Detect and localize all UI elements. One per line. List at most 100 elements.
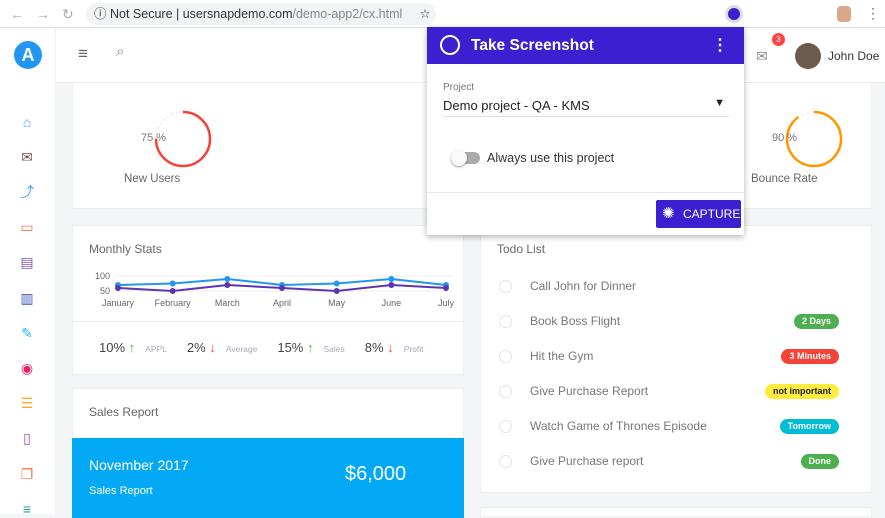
- browser-toolbar: ← → ↻ ⓘ Not Secure | usersnapdemo.com/de…: [0, 0, 885, 28]
- todo-item: Give Purchase report: [499, 451, 643, 471]
- toggle-label: Always use this project: [487, 151, 615, 165]
- todo-checkbox[interactable]: [499, 350, 512, 364]
- todo-badge: not important: [765, 384, 839, 399]
- layers-icon[interactable]: ≡: [22, 501, 32, 517]
- share-icon[interactable]: ⤴: [20, 184, 34, 200]
- x-tick-label: January: [102, 298, 135, 308]
- bounce-rate-label: Bounce Rate: [751, 173, 818, 185]
- x-tick-label: April: [273, 298, 291, 308]
- new-users-card: 75 % New Users: [72, 82, 464, 209]
- chart-icon[interactable]: ▥: [20, 290, 34, 306]
- todo-item: Book Boss Flight: [499, 311, 620, 331]
- toggle-knob: [451, 150, 467, 166]
- project-select[interactable]: Demo project - QA - KMS ▼: [443, 97, 729, 117]
- address-bar[interactable]: ⓘ Not Secure | usersnapdemo.com/demo-app…: [86, 3, 436, 25]
- data-point: [169, 280, 176, 287]
- url-host: usersnapdemo.com: [182, 7, 293, 21]
- chat-icon[interactable]: ▤: [20, 254, 34, 270]
- sales-subtitle: Sales Report: [89, 485, 153, 497]
- todo-text: Watch Game of Thrones Episode: [530, 419, 707, 433]
- todo-checkbox[interactable]: [499, 280, 512, 294]
- todo-text: Hit the Gym: [530, 349, 594, 363]
- data-point: [333, 288, 340, 294]
- menu-icon[interactable]: ⋮: [866, 5, 880, 21]
- todo-badge: 2 Days: [793, 314, 839, 329]
- monthly-stats-title: Monthly Stats: [89, 242, 162, 256]
- home-icon[interactable]: ⌂: [22, 114, 32, 130]
- data-point: [333, 280, 340, 287]
- stat-appl: 10% ↑ APPL: [99, 340, 167, 355]
- x-tick-label: July: [438, 298, 455, 308]
- security-label: Not Secure: [109, 7, 173, 21]
- x-tick-label: February: [155, 298, 192, 308]
- todo-item: Hit the Gym: [499, 346, 593, 366]
- todo-checkbox[interactable]: [499, 420, 512, 434]
- sales-report-card: Sales Report November 2017 Sales Report …: [72, 388, 464, 518]
- hamburger-icon[interactable]: ≡: [78, 44, 88, 63]
- logo: A: [14, 41, 42, 69]
- todo-badge: Tomorrow: [779, 419, 839, 434]
- todo-badge: Done: [800, 454, 839, 469]
- data-point: [279, 285, 285, 291]
- sales-amount: $6,000: [345, 463, 407, 485]
- monthly-stats-chart: 100 50 January February March April May June Jul…: [95, 271, 455, 308]
- y-tick-label: 100: [95, 271, 110, 281]
- mail-count-badge: 3: [772, 33, 785, 46]
- popup-title: Take Screenshot: [471, 37, 594, 54]
- map-icon[interactable]: ▯: [23, 430, 31, 446]
- data-point: [224, 276, 231, 282]
- new-users-label: New Users: [124, 173, 181, 185]
- project-label: Project: [443, 82, 475, 93]
- data-point: [388, 276, 395, 282]
- x-tick-label: May: [328, 298, 346, 308]
- data-point: [443, 285, 449, 291]
- user-name[interactable]: John Doe: [828, 49, 880, 63]
- todo-title: Todo List: [497, 242, 546, 256]
- todo-text: Give Purchase report: [530, 454, 644, 468]
- copy-icon[interactable]: ❐: [20, 466, 34, 482]
- popup-header: Take Screenshot ⋮: [427, 27, 744, 64]
- search-icon[interactable]: ⌕: [116, 43, 125, 60]
- mail-icon[interactable]: ✉: [756, 48, 768, 64]
- sidebar: A ⌂ ✉ ⤴ ▭ ▤ ▥ ✎ ◉ ☰ ▯ ❐ ≡: [0, 28, 56, 517]
- stat-sales: 15% ↑ Sales: [277, 340, 345, 355]
- next-card: [480, 507, 872, 517]
- back-icon[interactable]: ←: [10, 6, 24, 22]
- todo-checkbox[interactable]: [499, 385, 512, 399]
- pencil-icon[interactable]: ✎: [21, 325, 33, 341]
- palette-icon[interactable]: ◉: [20, 360, 34, 376]
- capture-button[interactable]: ✺ CAPTURE: [656, 200, 741, 228]
- calendar-icon[interactable]: ▭: [20, 219, 34, 235]
- y-tick-label: 50: [100, 286, 110, 296]
- usersnap-popup: Take Screenshot ⋮ Project Demo project -…: [427, 27, 744, 235]
- stat-average: 2% ↓ Average: [186, 340, 258, 355]
- list-icon[interactable]: ☰: [20, 395, 34, 411]
- divider: [427, 192, 744, 193]
- data-point: [169, 288, 176, 294]
- x-tick-label: June: [382, 298, 402, 308]
- stats-row: 10% ↑ APPL 2% ↓ Average 15% ↑ Sales 8% ↓ Pro…: [99, 340, 459, 355]
- todo-text: Give Purchase Report: [530, 384, 649, 398]
- dropdown-arrow-icon: ▼: [714, 97, 725, 109]
- user-avatar[interactable]: [795, 43, 821, 69]
- x-tick-label: March: [215, 298, 240, 308]
- data-point: [115, 285, 121, 291]
- profile-avatar[interactable]: [837, 6, 851, 22]
- sales-highlight: November 2017 Sales Report $6,000: [72, 438, 464, 518]
- stat-profit: 8% ↓ Profit: [364, 340, 424, 355]
- bounce-rate-value: 90 %: [772, 132, 798, 144]
- always-use-toggle[interactable]: [451, 150, 480, 166]
- forward-icon[interactable]: →: [36, 6, 50, 22]
- sales-report-title: Sales Report: [89, 405, 159, 419]
- new-users-value: 75 %: [141, 132, 167, 144]
- todo-text: Book Boss Flight: [530, 314, 621, 328]
- star-icon[interactable]: ☆: [419, 7, 431, 21]
- todo-checkbox[interactable]: [499, 315, 512, 329]
- aperture-icon: ✺: [662, 205, 675, 222]
- usersnap-extension-icon[interactable]: [725, 5, 743, 23]
- mail-icon[interactable]: ✉: [21, 149, 33, 165]
- todo-item: Watch Game of Thrones Episode: [499, 416, 707, 436]
- todo-checkbox[interactable]: [499, 455, 512, 469]
- reload-icon[interactable]: ↻: [62, 6, 74, 22]
- more-options-icon[interactable]: ⋮: [712, 37, 728, 54]
